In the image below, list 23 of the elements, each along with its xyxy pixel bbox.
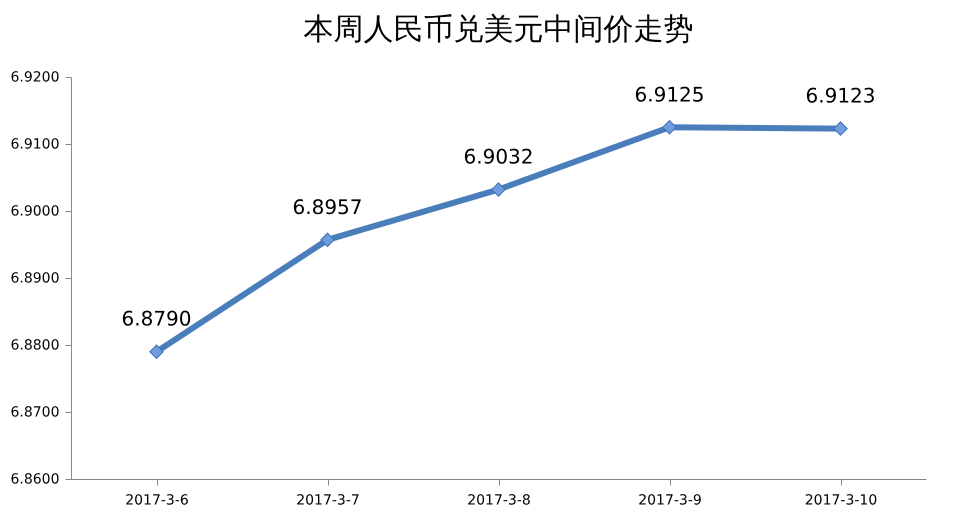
x-tick-label: 2017-3-9: [638, 492, 702, 508]
point: [662, 120, 677, 134]
data-label: 6.9125: [634, 82, 704, 106]
x-tick-label: 2017-3-7: [296, 492, 360, 508]
point: [320, 232, 335, 248]
y-tick-label: 6.9000: [10, 204, 60, 220]
y-tick-label: 6.8900: [10, 270, 60, 286]
point: [491, 182, 506, 197]
y-tick-label: 6.9100: [10, 136, 60, 152]
y-tick-label: 6.8600: [10, 472, 60, 488]
chart-title: 本周人民币兑美元中间价走势: [304, 12, 694, 47]
x-tick-label: 2017-3-6: [125, 492, 189, 508]
point: [149, 344, 164, 359]
y-tick-label: 6.9200: [10, 70, 60, 86]
point: [833, 121, 848, 136]
data-label: 6.9032: [464, 144, 534, 169]
y-tick-label: 6.8800: [10, 338, 60, 354]
y-tick-label: 6.8700: [10, 404, 60, 420]
x-tick-label: 2017-3-10: [804, 492, 878, 508]
data-label: 6.8957: [292, 194, 362, 219]
data-label: 6.8790: [122, 306, 192, 331]
data-label: 6.9123: [806, 84, 876, 108]
x-tick-label: 2017-3-8: [467, 492, 531, 508]
